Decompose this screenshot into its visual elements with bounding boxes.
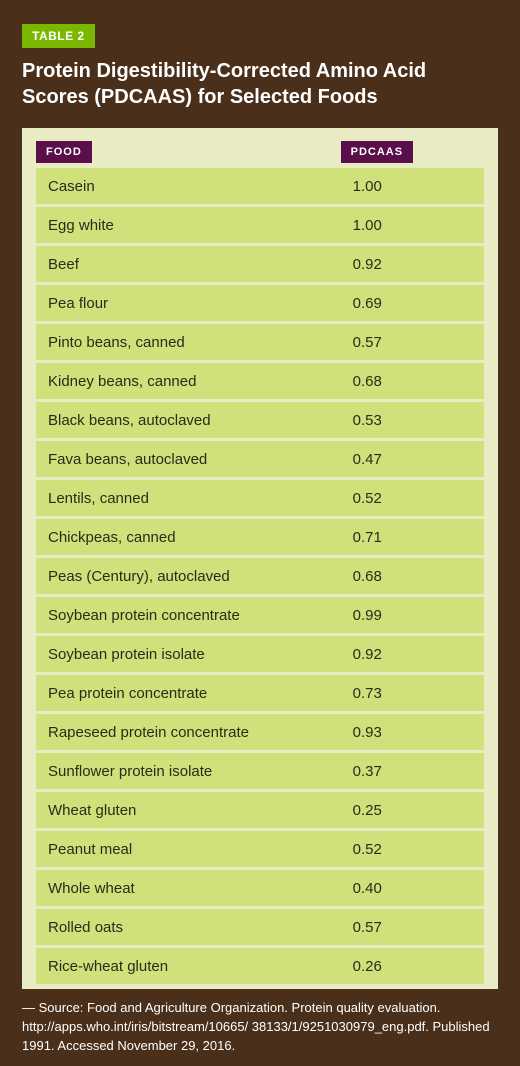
table-row: Peas (Century), autoclaved0.68 — [36, 558, 484, 594]
cell-food: Fava beans, autoclaved — [36, 441, 341, 477]
table-row: Soybean protein concentrate0.99 — [36, 597, 484, 633]
cell-food: Soybean protein concentrate — [36, 597, 341, 633]
cell-pdcaas: 1.00 — [341, 207, 484, 243]
cell-food: Egg white — [36, 207, 341, 243]
table-row: Pea flour0.69 — [36, 285, 484, 321]
cell-pdcaas: 0.93 — [341, 714, 484, 750]
cell-pdcaas: 0.92 — [341, 246, 484, 282]
table-row: Kidney beans, canned0.68 — [36, 363, 484, 399]
cell-food: Casein — [36, 168, 341, 204]
cell-food: Pea protein concentrate — [36, 675, 341, 711]
cell-food: Beef — [36, 246, 341, 282]
table-row: Rolled oats0.57 — [36, 909, 484, 945]
table-number-badge: TABLE 2 — [22, 24, 95, 48]
column-header-food: FOOD — [36, 141, 92, 163]
cell-pdcaas: 0.37 — [341, 753, 484, 789]
cell-pdcaas: 0.52 — [341, 831, 484, 867]
table-body: Casein1.00Egg white1.00Beef0.92Pea flour… — [36, 168, 484, 984]
table-row: Pinto beans, canned0.57 — [36, 324, 484, 360]
cell-food: Black beans, autoclaved — [36, 402, 341, 438]
table-row: Rapeseed protein concentrate0.93 — [36, 714, 484, 750]
table-row: Soybean protein isolate0.92 — [36, 636, 484, 672]
table-row: Fava beans, autoclaved0.47 — [36, 441, 484, 477]
table-row: Beef0.92 — [36, 246, 484, 282]
cell-pdcaas: 0.26 — [341, 948, 484, 984]
cell-food: Rice-wheat gluten — [36, 948, 341, 984]
cell-pdcaas: 1.00 — [341, 168, 484, 204]
table-container: FOOD PDCAAS Casein1.00Egg white1.00Beef0… — [22, 128, 498, 989]
cell-pdcaas: 0.68 — [341, 363, 484, 399]
table-title: Protein Digestibility-Corrected Amino Ac… — [22, 58, 498, 110]
cell-food: Chickpeas, canned — [36, 519, 341, 555]
cell-pdcaas: 0.57 — [341, 324, 484, 360]
cell-food: Pinto beans, canned — [36, 324, 341, 360]
table-header-row: FOOD PDCAAS — [36, 142, 484, 160]
cell-pdcaas: 0.40 — [341, 870, 484, 906]
table-row: Peanut meal0.52 — [36, 831, 484, 867]
cell-food: Peanut meal — [36, 831, 341, 867]
cell-pdcaas: 0.73 — [341, 675, 484, 711]
cell-food: Wheat gluten — [36, 792, 341, 828]
table-row: Sunflower protein isolate0.37 — [36, 753, 484, 789]
table-row: Lentils, canned0.52 — [36, 480, 484, 516]
table-row: Wheat gluten0.25 — [36, 792, 484, 828]
cell-pdcaas: 0.69 — [341, 285, 484, 321]
table-row: Egg white1.00 — [36, 207, 484, 243]
table-row: Chickpeas, canned0.71 — [36, 519, 484, 555]
table-row: Whole wheat0.40 — [36, 870, 484, 906]
cell-food: Lentils, canned — [36, 480, 341, 516]
cell-pdcaas: 0.52 — [341, 480, 484, 516]
table-row: Black beans, autoclaved0.53 — [36, 402, 484, 438]
cell-food: Soybean protein isolate — [36, 636, 341, 672]
table-row: Casein1.00 — [36, 168, 484, 204]
cell-food: Rolled oats — [36, 909, 341, 945]
cell-pdcaas: 0.53 — [341, 402, 484, 438]
cell-food: Rapeseed protein concentrate — [36, 714, 341, 750]
cell-pdcaas: 0.99 — [341, 597, 484, 633]
cell-pdcaas: 0.25 — [341, 792, 484, 828]
cell-food: Sunflower protein isolate — [36, 753, 341, 789]
cell-food: Kidney beans, canned — [36, 363, 341, 399]
table-row: Rice-wheat gluten0.26 — [36, 948, 484, 984]
cell-pdcaas: 0.57 — [341, 909, 484, 945]
cell-food: Whole wheat — [36, 870, 341, 906]
source-citation: — Source: Food and Agriculture Organizat… — [22, 999, 498, 1056]
column-header-pdcaas: PDCAAS — [341, 141, 413, 163]
cell-pdcaas: 0.92 — [341, 636, 484, 672]
cell-food: Peas (Century), autoclaved — [36, 558, 341, 594]
cell-pdcaas: 0.68 — [341, 558, 484, 594]
cell-pdcaas: 0.47 — [341, 441, 484, 477]
table-row: Pea protein concentrate0.73 — [36, 675, 484, 711]
cell-food: Pea flour — [36, 285, 341, 321]
cell-pdcaas: 0.71 — [341, 519, 484, 555]
